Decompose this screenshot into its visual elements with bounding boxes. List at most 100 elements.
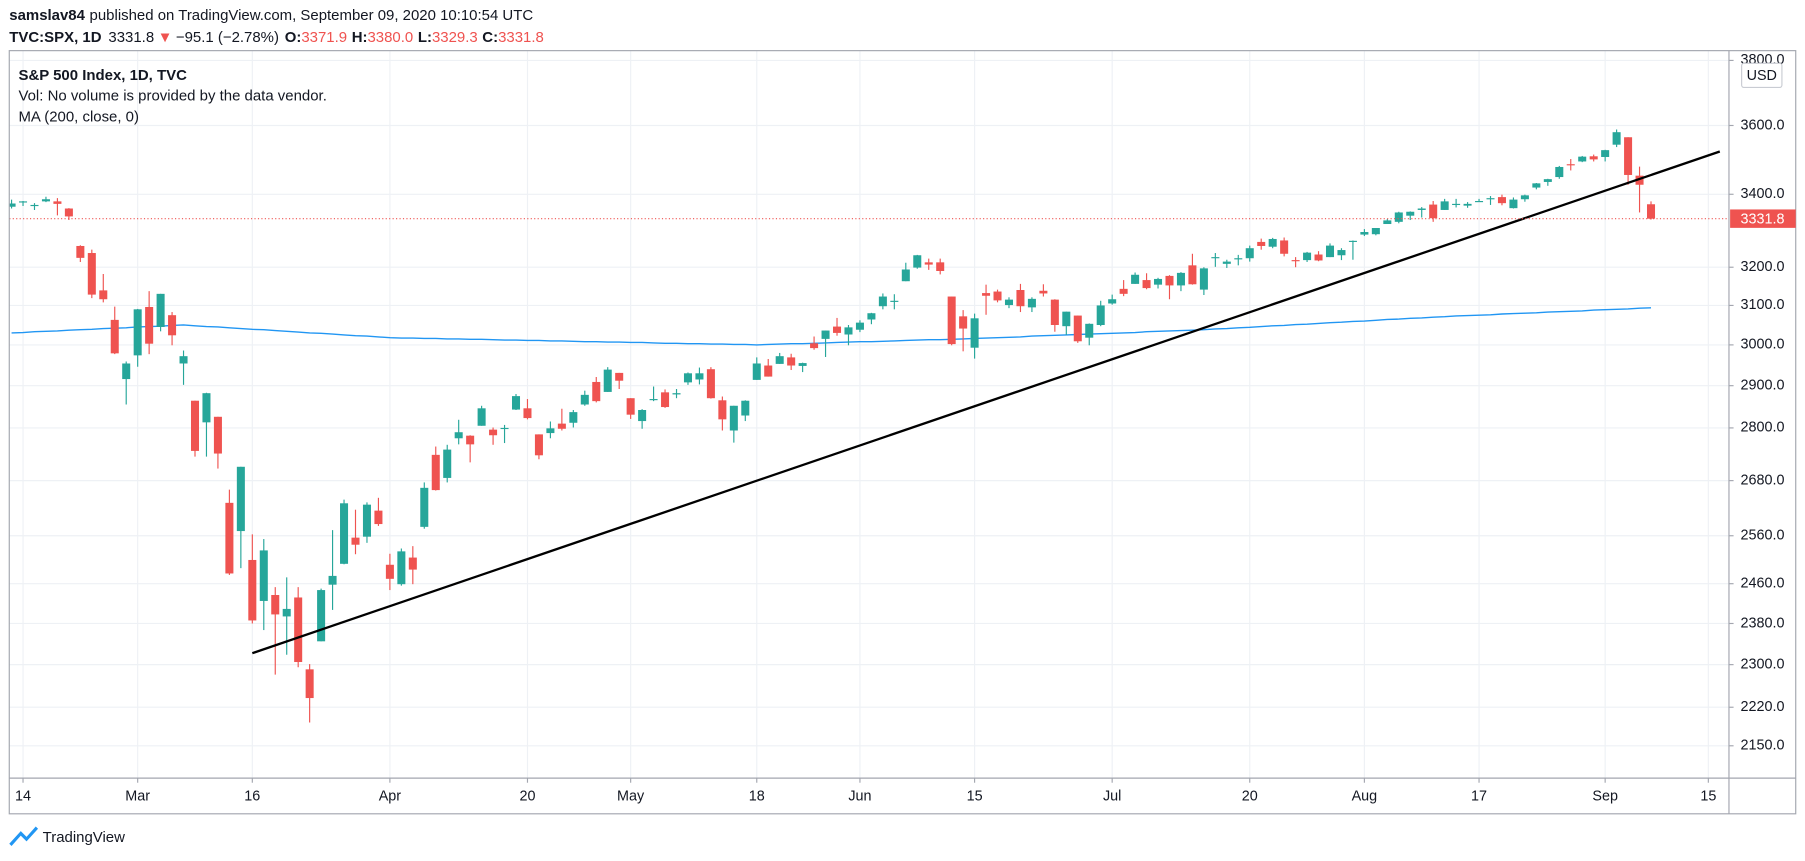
candle-body (179, 356, 188, 364)
high-label: H: (352, 29, 368, 46)
candle-body (1303, 252, 1312, 261)
candle-body (1108, 299, 1117, 304)
candle-body (1131, 274, 1140, 284)
candle-body (454, 432, 463, 439)
candle-body (30, 204, 39, 207)
published: published on TradingView.com, September … (90, 7, 534, 24)
candle-body (982, 293, 991, 296)
candle-body (1016, 290, 1025, 307)
close-label: C: (482, 29, 498, 46)
candle-body (936, 262, 945, 271)
candle-body (913, 255, 922, 268)
candle-body (236, 466, 245, 532)
y-tick-label: 2680.0 (1740, 472, 1784, 488)
y-tick-label: 3400.0 (1740, 186, 1784, 202)
candle-body (1601, 150, 1610, 157)
candle-body (41, 199, 50, 202)
candle-body (190, 400, 200, 451)
candle-body (1520, 195, 1529, 200)
candle-body (798, 363, 807, 366)
candle-body (534, 434, 543, 456)
candle-body (569, 412, 578, 423)
candle-body (19, 201, 28, 203)
candle-body (695, 373, 704, 380)
trendline (251, 150, 1721, 655)
candle-body (557, 423, 566, 429)
x-tick-label: Jun (848, 788, 871, 804)
candle-body (53, 201, 62, 204)
candle-body (855, 322, 864, 330)
high-value: 3380.0 (367, 29, 413, 46)
legend-title: S&P 500 Index, 1D, TVC (18, 67, 187, 84)
x-tick-label: 20 (1242, 788, 1258, 804)
candle-body (706, 369, 715, 399)
candle-body (1532, 183, 1541, 188)
candle-body (1027, 298, 1036, 308)
y-tick-label: 3000.0 (1740, 337, 1784, 353)
candle-body (1314, 254, 1323, 261)
candle-body (477, 408, 486, 426)
candle-body (775, 356, 784, 364)
candle-body (1509, 199, 1518, 209)
y-tick-label: 3100.0 (1740, 297, 1784, 313)
y-tick-label: 2900.0 (1740, 377, 1784, 393)
candle-body (1589, 156, 1598, 160)
candle-body (810, 343, 819, 349)
last-price-box (1730, 209, 1796, 228)
x-tick-label: 16 (244, 788, 260, 804)
candle-body (580, 394, 589, 405)
y-tick-label: 2560.0 (1740, 528, 1784, 544)
frame (8, 50, 1797, 815)
x-tick-label: 17 (1471, 788, 1487, 804)
symbol: TVC:SPX, 1D (9, 29, 101, 46)
x-tick-label: 14 (15, 788, 31, 804)
candle-body (1234, 258, 1243, 260)
x-tick-label: 18 (749, 788, 765, 804)
last-price-label: 3331.8 (1740, 212, 1784, 228)
candle-body (1119, 288, 1128, 294)
candle-body (741, 400, 750, 416)
candle-body (970, 318, 979, 348)
candle-body (1325, 245, 1335, 258)
axes: 3800.03600.03400.03200.03100.03000.02900… (15, 52, 1796, 804)
candle-body (1188, 265, 1197, 285)
candle-body (1050, 299, 1059, 325)
candle-body (64, 208, 73, 217)
candle-body (523, 408, 532, 419)
candle-body (844, 327, 853, 335)
legend-volume: Vol: No volume is provided by the data v… (18, 88, 326, 105)
candle-body (993, 291, 1002, 301)
candle-body (99, 290, 108, 300)
candle-body (661, 392, 670, 408)
x-tick-label: Apr (379, 788, 402, 804)
candle-body (1348, 240, 1357, 242)
candle-body (626, 398, 635, 415)
candle-body (1543, 179, 1552, 182)
candle-body (546, 428, 555, 434)
y-tick-label: 2800.0 (1740, 420, 1784, 436)
candle-body (649, 399, 658, 401)
y-tick-label: 2460.0 (1740, 575, 1784, 591)
candle-body (752, 363, 761, 380)
candle-body (1486, 198, 1495, 200)
candle-body (431, 454, 440, 491)
candle-body (1360, 232, 1369, 235)
candle-body (156, 293, 165, 327)
candle-body (385, 564, 394, 579)
candle-body (1394, 212, 1403, 222)
candle-body (672, 393, 681, 395)
candle-body (787, 357, 796, 366)
candle-body (878, 296, 887, 307)
candle-body (1085, 323, 1094, 338)
x-tick-label: 20 (519, 788, 535, 804)
candle-body (1440, 201, 1449, 210)
candle-body (1475, 201, 1484, 203)
candle-body (213, 416, 222, 454)
currency: USD (1747, 68, 1777, 84)
candle-body (1096, 305, 1105, 325)
candle-body (615, 372, 624, 381)
candle-body (122, 363, 131, 380)
candle-body (1176, 272, 1185, 286)
